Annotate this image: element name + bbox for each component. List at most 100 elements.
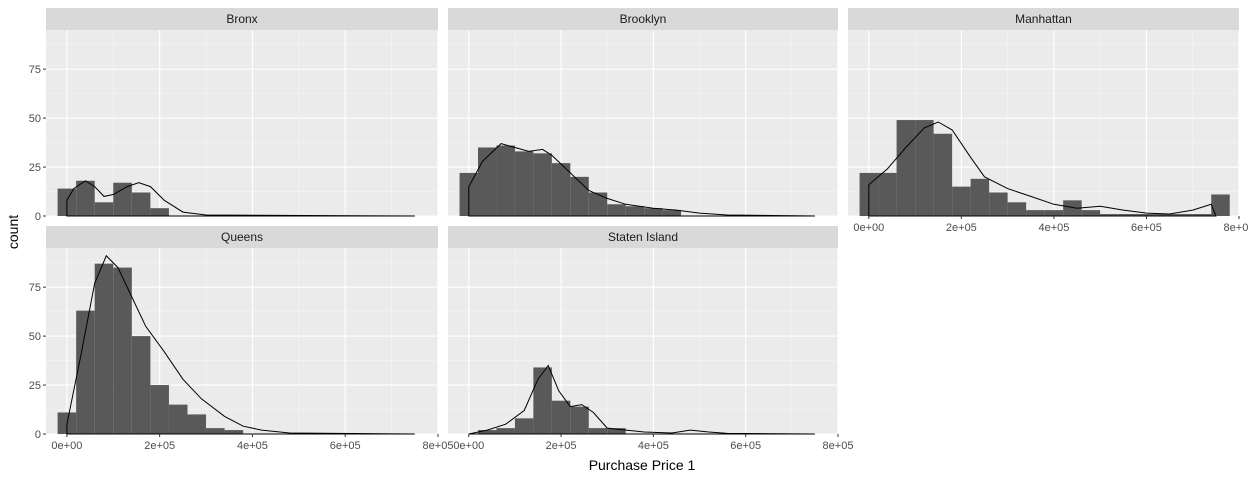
panel-background-staten-island — [448, 248, 838, 434]
x-tick-label: 6e+05 — [330, 440, 361, 452]
x-axis-title: Purchase Price 1 — [589, 457, 696, 473]
x-tick-label: 2e+05 — [144, 440, 175, 452]
strip-label-manhattan: Manhattan — [1015, 12, 1072, 26]
histogram-bar-bronx — [150, 208, 169, 216]
y-tick-label: 75 — [29, 282, 41, 294]
x-tick-label: 0e+00 — [853, 222, 884, 234]
histogram-bar-staten-island — [514, 418, 534, 434]
histogram-bar-brooklyn — [588, 192, 608, 216]
x-tick-label: 2e+05 — [546, 440, 577, 452]
panel-manhattan: 0e+00 2e+05 4e+05 6e+05 8e+05 Manhattan — [848, 8, 1248, 234]
histogram-bar-queens — [76, 310, 95, 434]
histogram-bar-queens — [168, 404, 188, 434]
y-tick-label: 0 — [35, 429, 41, 441]
histogram-bar-manhattan — [1081, 210, 1101, 216]
histogram-bar-brooklyn — [496, 145, 515, 216]
histogram-bar-staten-island — [478, 430, 497, 434]
histogram-bar-queens — [131, 336, 151, 434]
strip-label-bronx: Bronx — [226, 12, 257, 26]
x-tick-label: 8e+05 — [423, 440, 454, 452]
histogram-bar-queens — [187, 414, 207, 434]
histogram-bar-manhattan — [970, 178, 990, 216]
density-curve-queens — [66, 254, 415, 435]
strip-brooklyn — [448, 8, 838, 30]
panel-queens: 0 25 50 75 0e+00 2e+05 4e+05 6e+05 8e+05 Queens — [29, 226, 454, 452]
histogram-bar-bronx — [94, 202, 114, 216]
histogram-bar-manhattan — [1155, 214, 1175, 216]
histogram-bar-manhattan — [1211, 194, 1230, 216]
histogram-bar-manhattan — [1118, 214, 1138, 216]
strip-label-brooklyn: Brooklyn — [620, 12, 667, 26]
y-axis-title: count — [5, 215, 21, 249]
histogram-bar-staten-island — [496, 428, 515, 434]
density-curve-staten-island — [468, 364, 815, 435]
panel-layer-queens: 0 25 50 75 0e+00 2e+05 4e+05 6e+05 8e+05 — [29, 226, 454, 452]
histogram-bar-queens — [206, 428, 225, 434]
histogram-bar-manhattan — [952, 186, 971, 216]
strip-label-staten-island: Staten Island — [608, 230, 678, 244]
x-tick-label: 8e+05 — [1224, 222, 1248, 234]
histogram-bar-queens — [224, 430, 244, 434]
x-tick-label: 4e+05 — [638, 440, 669, 452]
density-curve-manhattan — [868, 121, 1217, 217]
histogram-bar-queens — [94, 263, 114, 434]
histogram-bar-queens — [150, 385, 169, 434]
histogram-bar-manhattan — [1007, 202, 1027, 216]
histogram-bar-bronx — [131, 192, 151, 216]
x-tick-label: 6e+05 — [1131, 222, 1162, 234]
histogram-bar-manhattan — [915, 120, 934, 216]
histogram-bar-manhattan — [1063, 200, 1082, 216]
histogram-bar-manhattan — [933, 133, 953, 216]
histogram-bar-manhattan — [1192, 214, 1212, 216]
histogram-bar-staten-island — [551, 400, 571, 434]
panel-staten-island: 0e+00 2e+05 4e+05 6e+05 8e+05 Staten Island — [448, 226, 853, 452]
y-tick-label: 50 — [29, 331, 41, 343]
y-tick-label: 75 — [29, 64, 41, 76]
histogram-bar-manhattan — [989, 192, 1008, 216]
panel-layer-manhattan: 0e+00 2e+05 4e+05 6e+05 8e+05 — [848, 8, 1248, 234]
histogram-bar-manhattan — [1174, 214, 1193, 216]
strip-bronx — [46, 8, 438, 30]
y-tick-label: 25 — [29, 162, 41, 174]
y-tick-label: 50 — [29, 113, 41, 125]
panel-brooklyn: Brooklyn — [448, 8, 839, 217]
strip-queens — [46, 226, 438, 248]
histogram-bar-manhattan — [1044, 210, 1064, 216]
strip-label-queens: Queens — [221, 230, 263, 244]
histogram-bar-brooklyn — [478, 147, 497, 216]
histogram-bar-staten-island — [607, 428, 626, 434]
histogram-bar-manhattan — [878, 172, 897, 216]
x-tick-label: 8e+05 — [823, 440, 854, 452]
histogram-bar-brooklyn — [625, 206, 645, 216]
x-tick-label: 4e+05 — [237, 440, 268, 452]
x-tick-label: 0e+00 — [453, 440, 484, 452]
histogram-bar-staten-island — [533, 367, 552, 434]
panel-layer-bronx: 0 25 50 75 — [29, 8, 439, 223]
histogram-bar-staten-island — [570, 406, 589, 434]
density-curve-bronx — [66, 180, 415, 217]
x-tick-label: 2e+05 — [946, 222, 977, 234]
panel-layer-staten-island: 0e+00 2e+05 4e+05 6e+05 8e+05 — [448, 226, 853, 452]
histogram-bar-manhattan — [896, 120, 916, 216]
histogram-bar-bronx — [76, 180, 95, 216]
histogram-bar-brooklyn — [514, 151, 534, 216]
panel-bronx: 0 25 50 75 Bronx — [29, 8, 439, 223]
y-tick-label: 25 — [29, 380, 41, 392]
strip-staten-island — [448, 226, 838, 248]
x-tick-label: 0e+00 — [51, 440, 82, 452]
histogram-bar-brooklyn — [551, 163, 571, 216]
histogram-bar-bronx — [113, 182, 132, 216]
y-tick-label: 0 — [35, 211, 41, 223]
histogram-bar-manhattan — [1137, 214, 1156, 216]
x-tick-label: 4e+05 — [1038, 222, 1069, 234]
density-curve-brooklyn — [468, 143, 815, 217]
histogram-bar-brooklyn — [644, 208, 663, 216]
panel-layer-brooklyn — [448, 8, 839, 217]
x-tick-label: 6e+05 — [730, 440, 761, 452]
histogram-bar-brooklyn — [662, 210, 682, 216]
histogram-bar-staten-island — [588, 428, 608, 434]
histogram-bar-brooklyn — [533, 153, 552, 216]
histogram-bar-brooklyn — [570, 176, 589, 216]
panel-background-bronx — [46, 30, 438, 216]
